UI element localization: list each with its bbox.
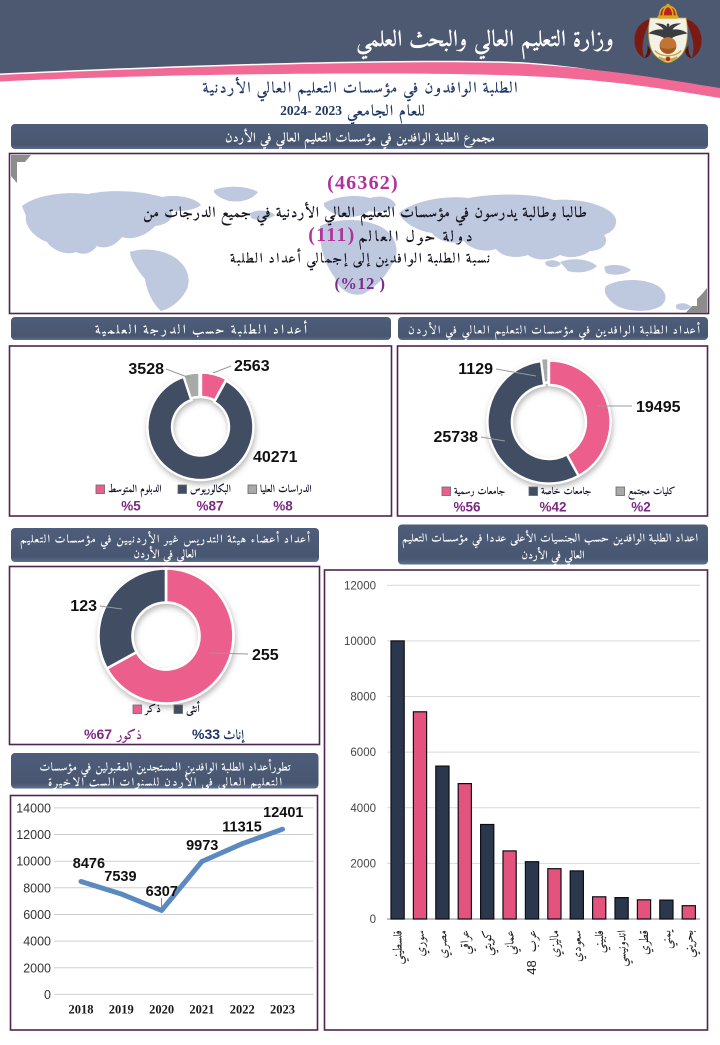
svg-text:0: 0 bbox=[370, 914, 376, 926]
svg-text:4000: 4000 bbox=[23, 935, 51, 949]
svg-text:9973: 9973 bbox=[186, 838, 218, 854]
svg-text:8000: 8000 bbox=[23, 881, 51, 895]
svg-text:%5: %5 bbox=[121, 499, 141, 514]
svg-text:2563: 2563 bbox=[234, 358, 270, 375]
svg-text:%8: %8 bbox=[273, 499, 293, 514]
svg-text:19495: 19495 bbox=[636, 399, 681, 416]
svg-text:0: 0 bbox=[44, 988, 51, 1002]
svg-text:11315: 11315 bbox=[222, 820, 262, 836]
svg-text:%56: %56 bbox=[453, 500, 481, 515]
svg-text:%33: %33 bbox=[192, 726, 220, 742]
svg-text:10000: 10000 bbox=[16, 855, 51, 869]
svg-text:2019: 2019 bbox=[109, 1003, 134, 1017]
svg-text:8000: 8000 bbox=[350, 692, 376, 704]
svg-text:1129: 1129 bbox=[458, 361, 493, 378]
svg-text:(46362): (46362) bbox=[327, 172, 399, 194]
svg-text:12000: 12000 bbox=[344, 580, 376, 592]
svg-text:25738: 25738 bbox=[434, 429, 479, 446]
svg-text:10000: 10000 bbox=[344, 636, 376, 648]
svg-text:2021: 2021 bbox=[189, 1003, 214, 1017]
svg-text:(111): (111) bbox=[308, 225, 356, 246]
svg-text:40271: 40271 bbox=[253, 449, 298, 466]
svg-text:12401: 12401 bbox=[263, 805, 303, 821]
svg-text:2018: 2018 bbox=[69, 1003, 94, 1017]
svg-text:255: 255 bbox=[252, 647, 279, 664]
svg-text:6000: 6000 bbox=[23, 908, 51, 922]
svg-text:12000: 12000 bbox=[16, 828, 51, 842]
svg-text:48: 48 bbox=[524, 960, 539, 974]
svg-text:6000: 6000 bbox=[350, 747, 376, 759]
svg-text:6307: 6307 bbox=[146, 884, 178, 900]
svg-text:8476: 8476 bbox=[73, 856, 105, 872]
svg-text:14000: 14000 bbox=[16, 801, 51, 815]
svg-text:4000: 4000 bbox=[350, 803, 376, 815]
svg-text:2000: 2000 bbox=[350, 858, 376, 870]
svg-text:%42: %42 bbox=[539, 500, 566, 515]
svg-text:2023: 2023 bbox=[270, 1003, 295, 1017]
svg-text:%2: %2 bbox=[631, 500, 651, 515]
svg-text:2022: 2022 bbox=[230, 1003, 255, 1017]
svg-text:2020: 2020 bbox=[149, 1003, 174, 1017]
svg-text:2024- 2023: 2024- 2023 bbox=[280, 103, 342, 118]
svg-text:%67: %67 bbox=[84, 726, 112, 742]
svg-text:(%12 ): (%12 ) bbox=[334, 274, 385, 293]
svg-text:7539: 7539 bbox=[104, 869, 136, 885]
svg-text:3528: 3528 bbox=[128, 361, 164, 378]
svg-text:123: 123 bbox=[70, 598, 97, 615]
svg-text:2000: 2000 bbox=[23, 961, 51, 975]
svg-text:%87: %87 bbox=[196, 499, 223, 514]
